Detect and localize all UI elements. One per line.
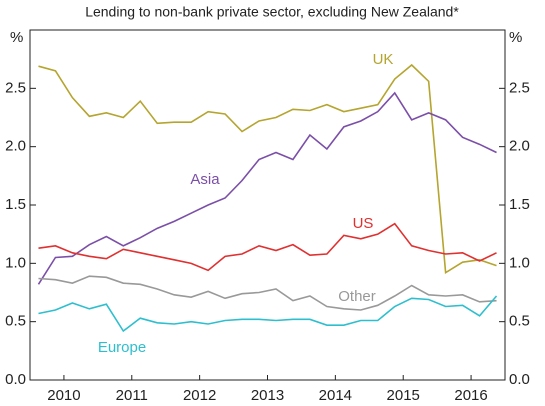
series-label: Other [338,288,376,305]
x-tick-label: 2015 [387,387,420,404]
y-axis-label: % [10,29,23,46]
series-line [38,222,497,272]
x-tick-label: 2014 [319,387,352,404]
x-tick-label: 2012 [183,387,216,404]
y2-axis-label: % [509,29,522,46]
series-line [37,91,497,285]
y2-tick-label: 1.5 [509,196,530,213]
y2-tick-label: 1.0 [509,254,530,271]
y-tick-label: 1.0 [5,254,26,271]
y2-tick-label: 2.5 [509,79,530,96]
series-line [38,295,498,333]
y2-tick-label: 0.0 [509,371,530,388]
series-label: US [353,215,374,232]
x-tick-label: 2011 [116,387,148,404]
chart-subtitle: Lending to non-bank private sector, excl… [85,4,459,20]
x-tick-label: 2016 [454,387,487,404]
y2-tick-label: 0.5 [509,313,530,330]
series-label: Asia [190,171,220,188]
y-tick-label: 2.0 [5,138,26,155]
plot-frame [29,29,506,381]
y2-tick-label: 2.0 [509,138,530,155]
y-tick-label: 1.5 [5,196,26,213]
series-label: Europe [98,339,146,356]
series-line [38,63,497,275]
y-tick-label: 0.0 [5,371,26,388]
series-line [38,275,497,311]
x-tick-label: 2010 [47,387,80,404]
y-tick-label: 0.5 [5,313,26,330]
y-tick-label: 2.5 [5,79,26,96]
x-tick-label: 2013 [251,387,284,404]
series-label: UK [373,51,394,68]
